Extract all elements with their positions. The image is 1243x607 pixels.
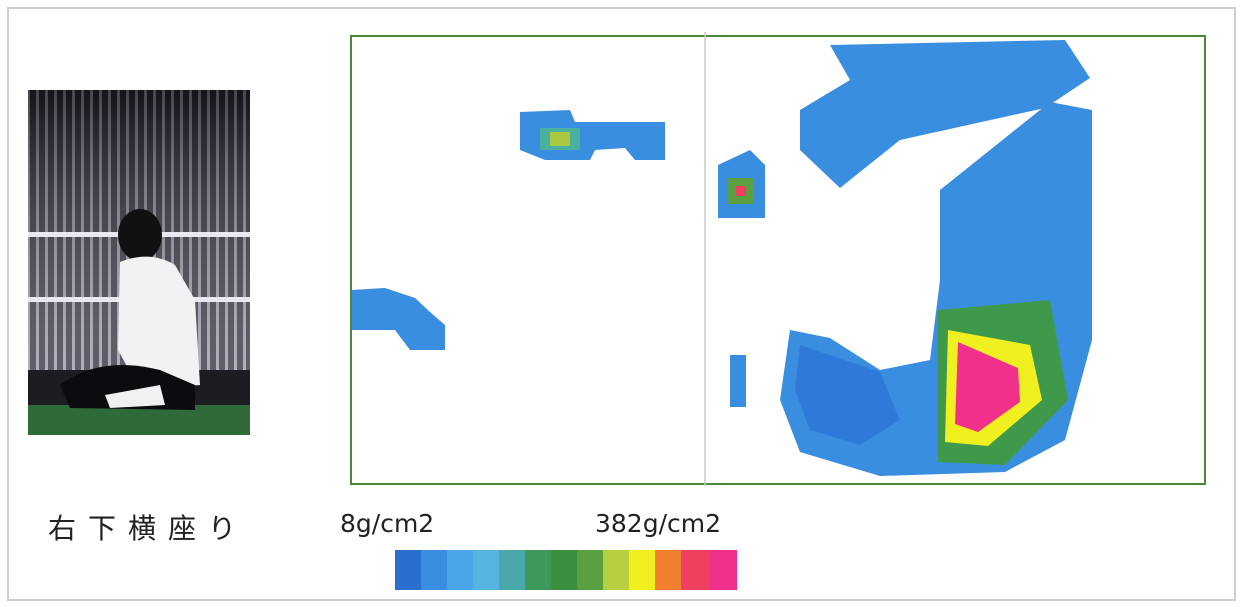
scale-swatch — [447, 550, 473, 590]
scale-swatch — [551, 550, 577, 590]
figure: 右下横座り 8g/cm2 382g/cm2 — [0, 0, 1243, 607]
scale-swatch — [473, 550, 499, 590]
scale-min-label: 8g/cm2 — [340, 509, 434, 538]
scale-swatch — [603, 550, 629, 590]
photo — [28, 90, 250, 435]
pressure-map — [351, 32, 1205, 486]
color-scale — [395, 550, 737, 590]
pressure-area — [736, 186, 746, 196]
photo-head — [118, 209, 162, 261]
caption: 右下横座り — [48, 512, 248, 545]
scale-swatch — [577, 550, 603, 590]
pressure-area — [550, 132, 570, 146]
photo-mat — [28, 405, 250, 435]
scale-swatch — [395, 550, 421, 590]
scale-swatch — [525, 550, 551, 590]
scale-swatch — [629, 550, 655, 590]
pressure-area — [730, 355, 746, 407]
page: 右下横座り 8g/cm2 382g/cm2 (() => { const dat… — [0, 0, 1243, 607]
scale-swatch — [655, 550, 681, 590]
scale-swatch — [709, 550, 737, 590]
scale-swatch — [421, 550, 447, 590]
scale-max-label: 382g/cm2 — [595, 509, 721, 538]
scale-swatch — [681, 550, 709, 590]
scale-swatch — [499, 550, 525, 590]
